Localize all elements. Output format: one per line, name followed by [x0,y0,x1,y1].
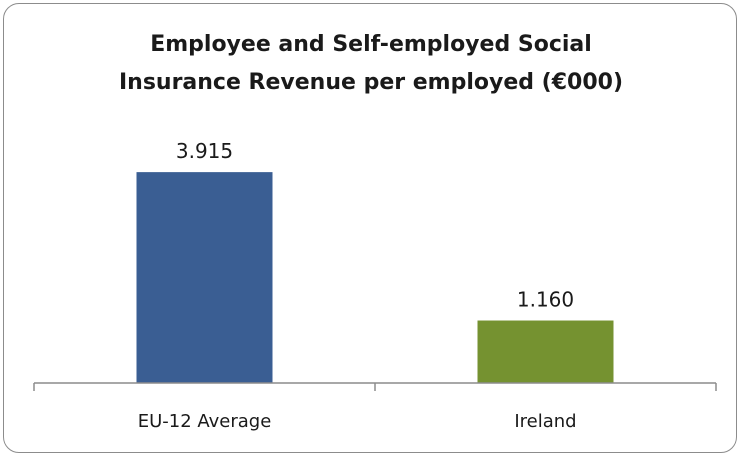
bar-eu-12-average [136,172,273,383]
labels-layer: 3.915 EU-12 Average 1.160 Ireland [138,139,577,432]
x-axis [33,382,717,391]
data-label: 3.915 [176,139,233,163]
chart-title-line-2: Insurance Revenue per employed (€000) [118,70,624,95]
bar-ireland [477,320,614,383]
chart-frame [3,3,737,453]
chart-title: Employee and Self-employed Social Insura… [0,26,742,102]
x-tick-label: EU-12 Average [138,411,272,432]
data-label: 1.160 [517,288,574,312]
chart-title-line-1: Employee and Self-employed Social [150,32,592,57]
x-tick-label: Ireland [514,411,576,432]
bars-layer [136,172,614,383]
